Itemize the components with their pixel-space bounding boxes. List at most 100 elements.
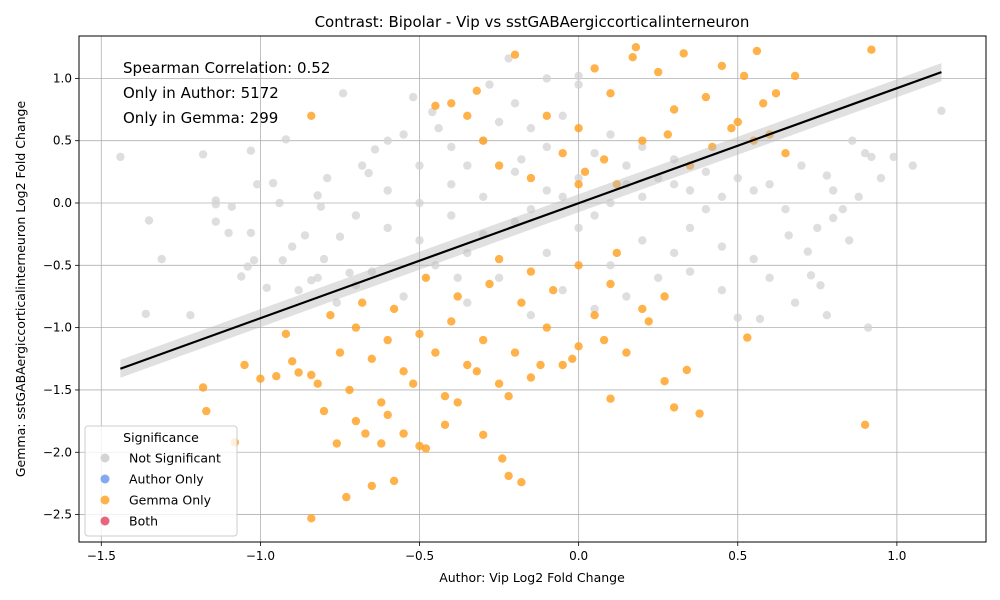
gemma-only-point xyxy=(517,478,526,487)
gemma-only-point xyxy=(574,180,583,189)
gemma-only-point xyxy=(367,354,376,363)
not-significant-point xyxy=(144,216,154,225)
not-significant-point xyxy=(227,202,236,211)
gemma-only-point xyxy=(669,403,679,412)
gemma-only-point xyxy=(526,373,536,382)
not-significant-point xyxy=(262,283,271,292)
not-significant-point xyxy=(669,155,679,164)
y-axis-ticks: 1.0 0.5 0.0 −0.5 −1.0 −1.5 −2.0 −2.5 xyxy=(43,71,79,522)
not-significant-point xyxy=(383,223,392,233)
gemma-only-point xyxy=(472,367,481,376)
gemma-only-point xyxy=(367,481,376,491)
gemma-only-point xyxy=(377,439,386,448)
gemma-only-point xyxy=(494,161,504,170)
not-significant-point xyxy=(937,106,946,116)
gemma-only-point xyxy=(526,173,536,183)
not-significant-point xyxy=(358,161,367,170)
gemma-only-point xyxy=(326,311,335,320)
not-significant-point xyxy=(590,149,599,158)
not-significant-point xyxy=(733,173,742,183)
gemma-only-point xyxy=(294,368,303,377)
not-significant-point xyxy=(268,178,278,188)
not-significant-point xyxy=(784,231,793,240)
gemma-only-point xyxy=(599,335,609,345)
not-significant-point xyxy=(908,161,917,170)
legend-label-gemma-only: Gemma Only xyxy=(129,493,212,508)
x-axis-label: Author: Vip Log2 Fold Change xyxy=(439,570,625,585)
not-significant-point xyxy=(294,286,303,295)
gemma-only-point xyxy=(389,476,399,486)
not-significant-point xyxy=(590,304,599,314)
not-significant-point xyxy=(300,231,310,240)
gemma-only-point xyxy=(472,86,481,96)
gemma-only-point xyxy=(272,372,281,381)
not-significant-point xyxy=(822,171,832,180)
not-significant-point xyxy=(526,311,536,320)
not-significant-point xyxy=(781,205,790,214)
not-significant-point xyxy=(186,311,195,320)
gemma-only-point xyxy=(743,333,752,342)
gemma-only-point xyxy=(447,317,456,326)
not-significant-point xyxy=(313,273,322,282)
gemma-only-point xyxy=(307,370,316,380)
gemma-only-point xyxy=(580,167,590,176)
gemma-only-point xyxy=(421,444,431,453)
not-significant-point xyxy=(822,311,832,320)
x-tick-label: −0.5 xyxy=(405,549,434,563)
gemma-only-point xyxy=(399,367,408,376)
not-significant-point xyxy=(211,200,220,209)
chart-title: Contrast: Bipolar - Vip vs sstGABAergicc… xyxy=(315,13,750,31)
not-significant-point xyxy=(431,261,440,270)
not-significant-point xyxy=(765,180,774,189)
not-significant-point xyxy=(717,192,727,201)
gemma-only-point xyxy=(494,254,504,264)
not-significant-point xyxy=(526,205,536,214)
gemma-only-point xyxy=(644,317,653,326)
gemma-only-point xyxy=(409,379,418,388)
not-significant-point xyxy=(638,142,647,152)
gemma-only-point xyxy=(415,441,424,451)
gemma-only-point xyxy=(202,406,211,416)
legend-box xyxy=(84,425,238,537)
y-tick-label: −1.5 xyxy=(43,383,72,397)
not-significant-point xyxy=(415,161,424,170)
gemma-only-point xyxy=(638,304,647,314)
gemma-only-point xyxy=(733,117,742,127)
not-significant-point xyxy=(399,292,408,301)
gemma-only-point xyxy=(759,99,768,108)
not-significant-point xyxy=(281,135,291,144)
not-significant-point xyxy=(415,236,424,245)
gemma-only-point xyxy=(727,124,736,133)
gemma-only-point xyxy=(717,61,727,71)
x-axis-ticks: −1.5 −1.0 −0.5 0.0 0.5 1.0 xyxy=(87,542,906,563)
not-significant-point xyxy=(755,314,765,324)
not-significant-point xyxy=(838,205,847,214)
gemma-only-point xyxy=(701,92,711,102)
gemma-only-point xyxy=(377,398,386,407)
not-significant-point xyxy=(889,152,898,162)
legend-title: Significance xyxy=(123,430,199,445)
not-significant-point xyxy=(717,242,727,251)
not-significant-point xyxy=(246,228,256,238)
not-significant-point xyxy=(494,273,504,282)
gemma-only-point xyxy=(606,279,615,289)
gemma-only-point xyxy=(351,416,361,426)
gemma-only-point xyxy=(682,365,691,375)
not-significant-point xyxy=(335,232,345,241)
plot-frame xyxy=(78,35,987,543)
y-tick-label: 0.0 xyxy=(53,196,72,210)
legend-marker-not-significant xyxy=(100,453,110,463)
not-significant-point xyxy=(370,145,380,154)
gemma-only-point xyxy=(485,279,494,289)
gemma-only-point xyxy=(669,105,679,114)
legend-marker-both xyxy=(100,516,110,526)
not-significant-point xyxy=(409,92,418,102)
not-significant-point xyxy=(447,211,456,220)
gemma-only-point xyxy=(599,155,609,164)
not-significant-point xyxy=(717,286,727,295)
not-significant-point xyxy=(246,146,256,155)
not-significant-point xyxy=(638,192,647,201)
not-significant-point xyxy=(701,205,711,214)
not-significant-points xyxy=(116,54,946,332)
gemma-only-point xyxy=(383,410,392,420)
